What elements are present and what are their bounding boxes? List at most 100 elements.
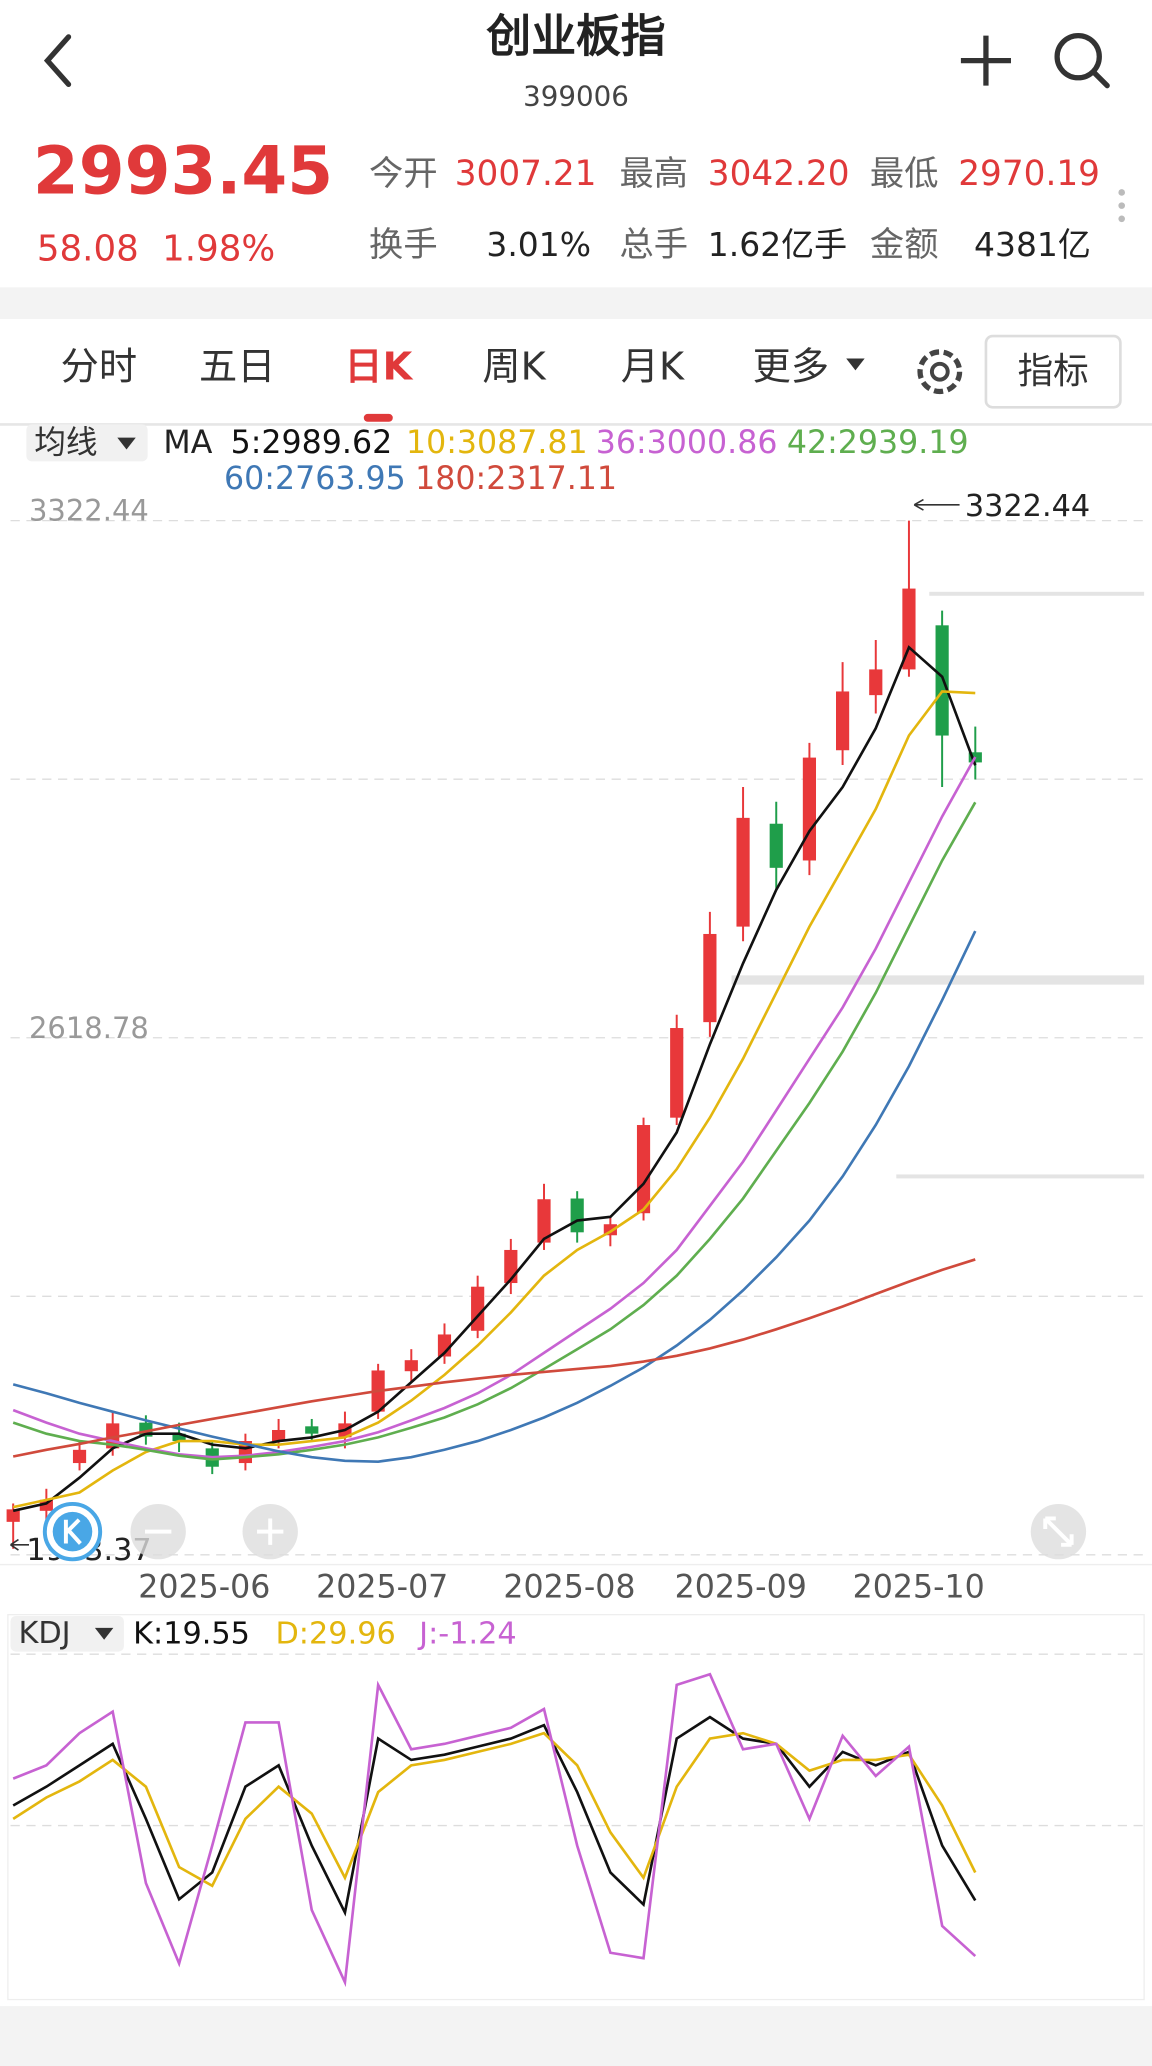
series-line	[12, 645, 977, 1513]
legend-value: 29.96	[309, 1616, 396, 1651]
y-tick-label: 2618.78	[29, 1011, 149, 1045]
candle-body	[537, 1199, 551, 1243]
legend-entry: 180:2317.11	[415, 461, 617, 497]
candle-body	[769, 823, 783, 868]
candle-body	[802, 757, 817, 861]
series-line	[12, 801, 977, 1461]
legend-entry: K:19.55	[133, 1616, 250, 1651]
zoom-in-button[interactable]	[242, 1503, 298, 1560]
legend-value: 2939.19	[838, 425, 969, 461]
series-line	[12, 1672, 977, 1988]
legend-value: -1.24	[438, 1616, 516, 1651]
series-line	[12, 1715, 977, 1917]
legend-value: 2317.11	[486, 461, 617, 497]
indicator-button-label: 指标	[1018, 351, 1089, 392]
change-pct: 1.98%	[162, 228, 275, 269]
title: 创业板指	[486, 10, 665, 63]
tab[interactable]: 日K	[344, 346, 413, 390]
tab[interactable]: 月K	[621, 346, 685, 390]
overlay-bar	[896, 1174, 1145, 1179]
dropdown-arrow	[94, 1627, 114, 1640]
candle-body	[736, 817, 750, 927]
legend-entry: 42:2939.19	[787, 425, 969, 461]
overlay-bar	[731, 975, 1145, 985]
candle-body	[935, 625, 949, 736]
legend-entry: 60:2763.95	[224, 461, 406, 497]
legend-name: 180:	[415, 461, 486, 497]
tabs: 分时 五日 日K 周K 月K 更多	[61, 346, 865, 422]
stat-value: 3042.20	[708, 154, 850, 194]
tab-indicator	[363, 413, 393, 422]
candle-body	[172, 1433, 186, 1442]
indicator-button[interactable]	[984, 334, 1122, 409]
overlay-bar	[929, 591, 1145, 596]
high-arrow	[913, 498, 960, 511]
candle-body	[305, 1426, 319, 1434]
stat-label: 总手	[620, 225, 689, 265]
legend-name: 36:	[596, 425, 647, 461]
tab[interactable]: 周K	[482, 346, 546, 390]
candle-body	[869, 669, 883, 696]
tab[interactable]: 五日	[199, 346, 275, 390]
stat-value: 2970.19	[958, 154, 1100, 194]
kdj-frame	[7, 1614, 1145, 2001]
zoom-out-button[interactable]	[130, 1503, 186, 1560]
legend-value: 2763.95	[275, 461, 406, 497]
candle-body	[72, 1449, 87, 1464]
legend: 5:2989.62 10:3087.81 36:3000.86 42:2939.19 6…	[224, 425, 969, 497]
legend-entry: 5:2989.62	[231, 425, 393, 461]
stat-label: 今开	[369, 154, 438, 194]
price: 2993.45	[33, 132, 333, 209]
candle-body	[836, 691, 850, 751]
legend-name: 5:	[231, 425, 262, 461]
kdj-selector-label: KDJ	[18, 1616, 70, 1651]
tab[interactable]: 更多	[753, 346, 829, 390]
legend-name: D:	[275, 1616, 309, 1651]
add-button[interactable]	[960, 35, 1011, 86]
search-button[interactable]	[1054, 32, 1110, 89]
legend-name: 10:	[406, 425, 457, 461]
candle-body	[636, 1125, 651, 1214]
candle-body	[39, 1499, 53, 1511]
series-line	[12, 1731, 977, 1888]
more-dot	[1118, 189, 1125, 196]
k-button[interactable]	[42, 1501, 103, 1562]
stat-value: 3.01%	[486, 225, 591, 264]
stat-value: 3007.21	[455, 154, 597, 194]
dropdown-arrow	[846, 358, 865, 371]
legend-entry: D:29.96	[275, 1616, 395, 1651]
stat-label: 换手	[369, 225, 438, 265]
fullscreen-button[interactable]	[1030, 1503, 1087, 1560]
legend-value: 19.55	[163, 1616, 250, 1651]
code: 399006	[523, 80, 629, 113]
legend-value: 3087.81	[457, 425, 588, 461]
settings-button[interactable]	[917, 349, 963, 395]
legend-value: 2989.62	[261, 425, 392, 461]
ma-prefix: MA	[163, 425, 212, 461]
kdj-chart	[10, 1653, 1145, 1988]
y-tick-label: 3322.44	[29, 494, 149, 528]
tab[interactable]: 分时	[61, 346, 137, 390]
stat-label: 最高	[620, 154, 689, 194]
series-line	[12, 1258, 976, 1458]
ma-selector[interactable]	[26, 424, 148, 462]
x-tick-label: 2025-09	[675, 1569, 807, 1605]
legend: K:19.55 D:29.96 J:-1.24	[133, 1616, 517, 1651]
kdj-selector[interactable]	[10, 1615, 124, 1652]
legend-name: 60:	[224, 461, 275, 497]
change: 58.08	[37, 228, 139, 269]
separator	[0, 287, 1152, 319]
back-button[interactable]	[43, 34, 72, 87]
series-line	[12, 690, 976, 1509]
high-label: 3322.44	[965, 489, 1090, 524]
x-tick-label: 2025-06	[138, 1569, 270, 1605]
legend-name: 42:	[787, 425, 838, 461]
footer-band	[0, 2006, 1152, 2066]
legend-name: J:	[417, 1616, 438, 1651]
legend-value: 3000.86	[647, 425, 778, 461]
x-tick-label: 2025-10	[853, 1569, 985, 1605]
candle-body	[570, 1198, 584, 1233]
